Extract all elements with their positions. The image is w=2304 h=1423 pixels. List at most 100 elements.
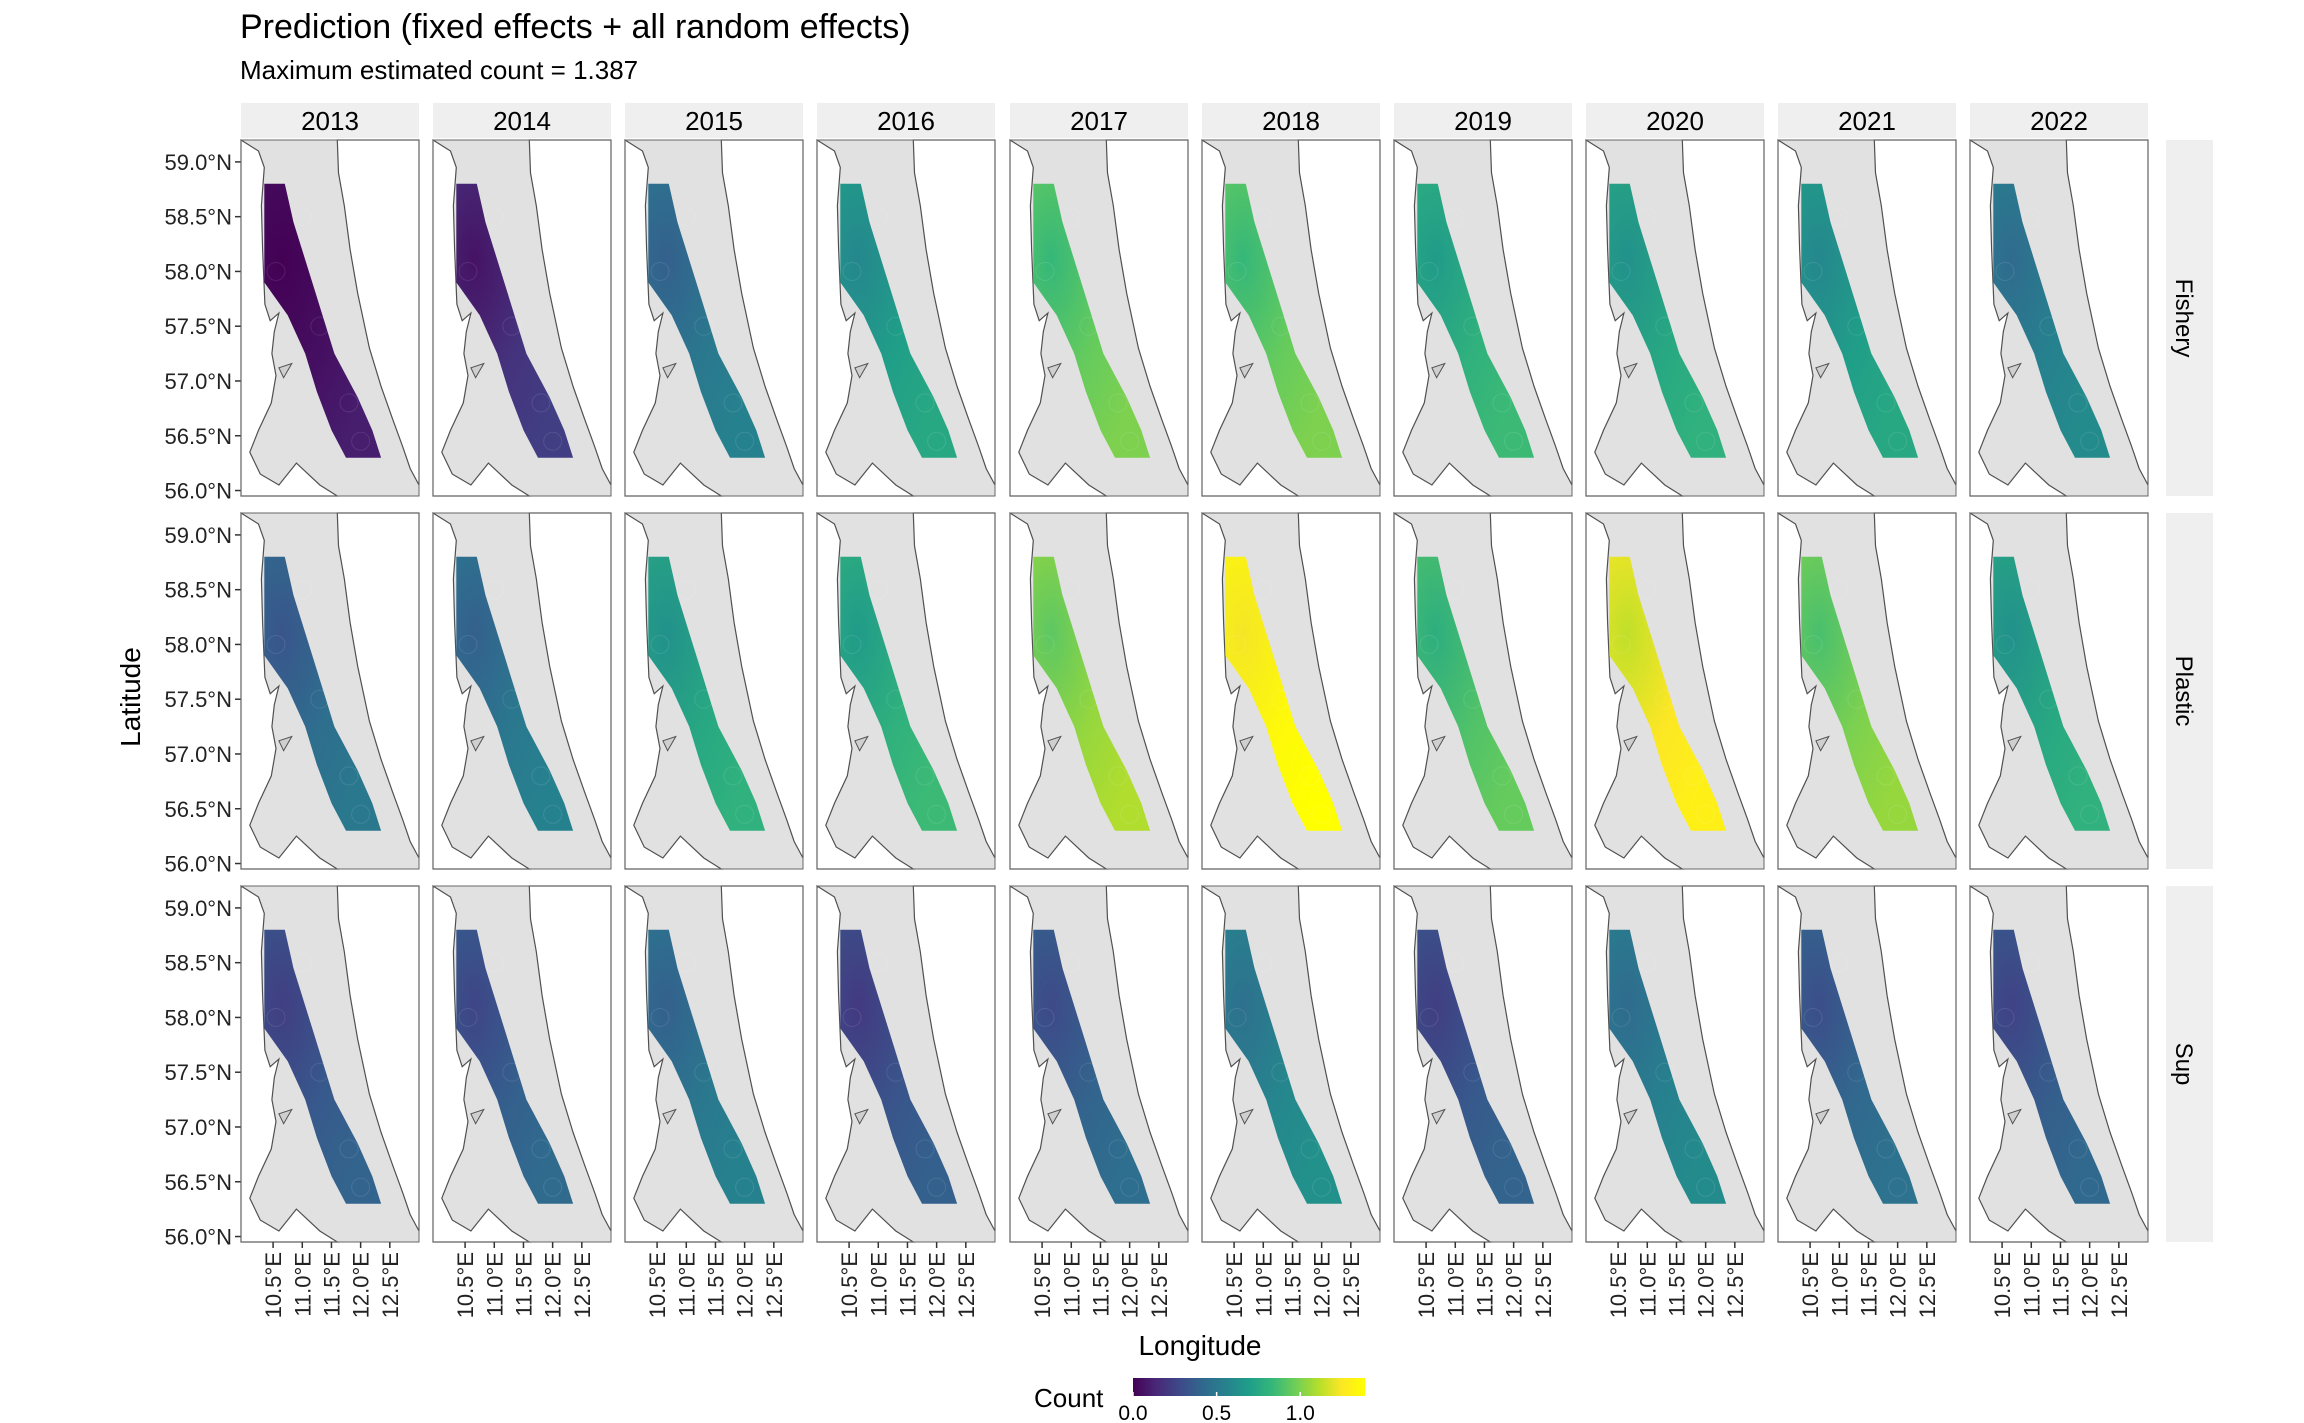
island	[1623, 1108, 1638, 1125]
contour-ring	[1611, 261, 1631, 281]
panel-border	[1009, 512, 1189, 870]
prediction-surface	[840, 183, 958, 458]
panel-border	[1969, 512, 2149, 870]
contour-ring	[886, 1062, 906, 1082]
map-panel	[1585, 138, 1765, 497]
contour-ring	[735, 431, 755, 451]
contour-ring	[1492, 1139, 1512, 1159]
x-axis-title: Longitude	[1138, 1330, 1261, 1361]
panel-border	[432, 512, 612, 870]
prediction-surface	[1033, 556, 1151, 831]
island	[278, 362, 293, 379]
axis-tick-label: 11.0°E	[1251, 1252, 1276, 1317]
island	[854, 1108, 869, 1125]
land-west	[432, 511, 532, 870]
contour-ring	[2068, 1139, 2088, 1159]
contour-ring	[1271, 316, 1291, 336]
axis-tick-label: 11.0°E	[1635, 1252, 1660, 1317]
prediction-surface	[1417, 183, 1535, 458]
contour-ring	[1271, 1062, 1291, 1082]
axis-tick-label: 11.0°E	[482, 1252, 507, 1317]
legend-tick-label: 0.5	[1202, 1402, 1231, 1423]
axis-tick-label: 11.5°E	[1664, 1252, 1689, 1317]
contour-ring	[1300, 1139, 1320, 1159]
map-panel	[240, 138, 420, 497]
axis-tick-label: 11.0°E	[1827, 1252, 1852, 1317]
contour-ring	[351, 804, 371, 824]
contour-ring	[2068, 393, 2088, 413]
panel-border	[240, 139, 420, 497]
axis-tick-label: 12.5°E	[762, 1252, 787, 1318]
prediction-surface	[840, 556, 958, 831]
panel-border	[240, 512, 420, 870]
facet-strip	[1394, 103, 1572, 138]
prediction-surface	[1225, 929, 1343, 1204]
contour-ring	[1637, 953, 1657, 973]
prediction-surface	[1033, 929, 1151, 1204]
contour-ring	[1035, 261, 1055, 281]
contour-ring	[484, 953, 504, 973]
contour-ring	[868, 953, 888, 973]
axis-tick-label: 10.5°E	[645, 1252, 670, 1318]
island	[1047, 735, 1062, 752]
facet-strip	[241, 103, 419, 138]
axis-tick-label: 56.5°N	[164, 424, 232, 449]
contour-ring	[915, 766, 935, 786]
island	[1239, 1108, 1254, 1125]
axis-tick-label: 12.0°E	[733, 1252, 758, 1318]
contour-ring	[1463, 689, 1483, 709]
contour-ring	[531, 1139, 551, 1159]
panel-border	[1969, 139, 2149, 497]
contour-ring	[694, 689, 714, 709]
panel-border	[432, 885, 612, 1243]
prediction-surface	[456, 183, 574, 458]
facet-strip	[1010, 103, 1188, 138]
map-panel	[1969, 138, 2149, 497]
contour-ring	[1419, 1007, 1439, 1027]
facet-strip-label: 2020	[1646, 106, 1704, 136]
island	[1815, 735, 1830, 752]
facet-strip-label: 2013	[301, 106, 359, 136]
axis-tick-label: 57.5°N	[164, 314, 232, 339]
contour-ring	[1253, 207, 1273, 227]
map-panel	[624, 511, 804, 870]
contour-ring	[543, 431, 563, 451]
axis-tick-label: 57.0°N	[164, 742, 232, 767]
axis-tick-label: 12.0°E	[1118, 1252, 1143, 1318]
facet-strip-label: 2021	[1838, 106, 1896, 136]
contour-ring	[868, 207, 888, 227]
land-west	[240, 884, 340, 1243]
contour-ring	[1803, 634, 1823, 654]
panel-border	[1393, 512, 1573, 870]
axis-tick-label: 11.5°E	[895, 1252, 920, 1317]
axis-tick-label: 59.0°N	[164, 523, 232, 548]
island	[854, 362, 869, 379]
prediction-surface	[1801, 556, 1919, 831]
contour-ring	[2068, 766, 2088, 786]
contour-ring	[2080, 1177, 2100, 1197]
facet-strip	[433, 103, 611, 138]
axis-tick-label: 11.5°E	[2048, 1252, 2073, 1317]
contour-ring	[2039, 1062, 2059, 1082]
prediction-surface	[1225, 183, 1343, 458]
y-axis-title: Latitude	[115, 647, 146, 747]
contour-ring	[1108, 393, 1128, 413]
facet-strip-label: 2019	[1454, 106, 1512, 136]
axis-tick-label: 12.5°E	[1147, 1252, 1172, 1318]
land-west	[1585, 511, 1685, 870]
contour-ring	[927, 804, 947, 824]
axis-tick-label: 57.0°N	[164, 1115, 232, 1140]
contour-ring	[458, 261, 478, 281]
contour-ring	[531, 766, 551, 786]
legend-colorbar	[1133, 1378, 1365, 1396]
axis-tick-label: 11.5°E	[319, 1252, 344, 1317]
contour-ring	[1108, 1139, 1128, 1159]
land-west	[432, 884, 532, 1243]
contour-ring	[650, 634, 670, 654]
contour-ring	[1888, 804, 1908, 824]
axis-tick-label: 12.0°E	[925, 1252, 950, 1318]
contour-ring	[1803, 1007, 1823, 1027]
axis-tick-label: 10.5°E	[1414, 1252, 1439, 1318]
contour-ring	[735, 804, 755, 824]
